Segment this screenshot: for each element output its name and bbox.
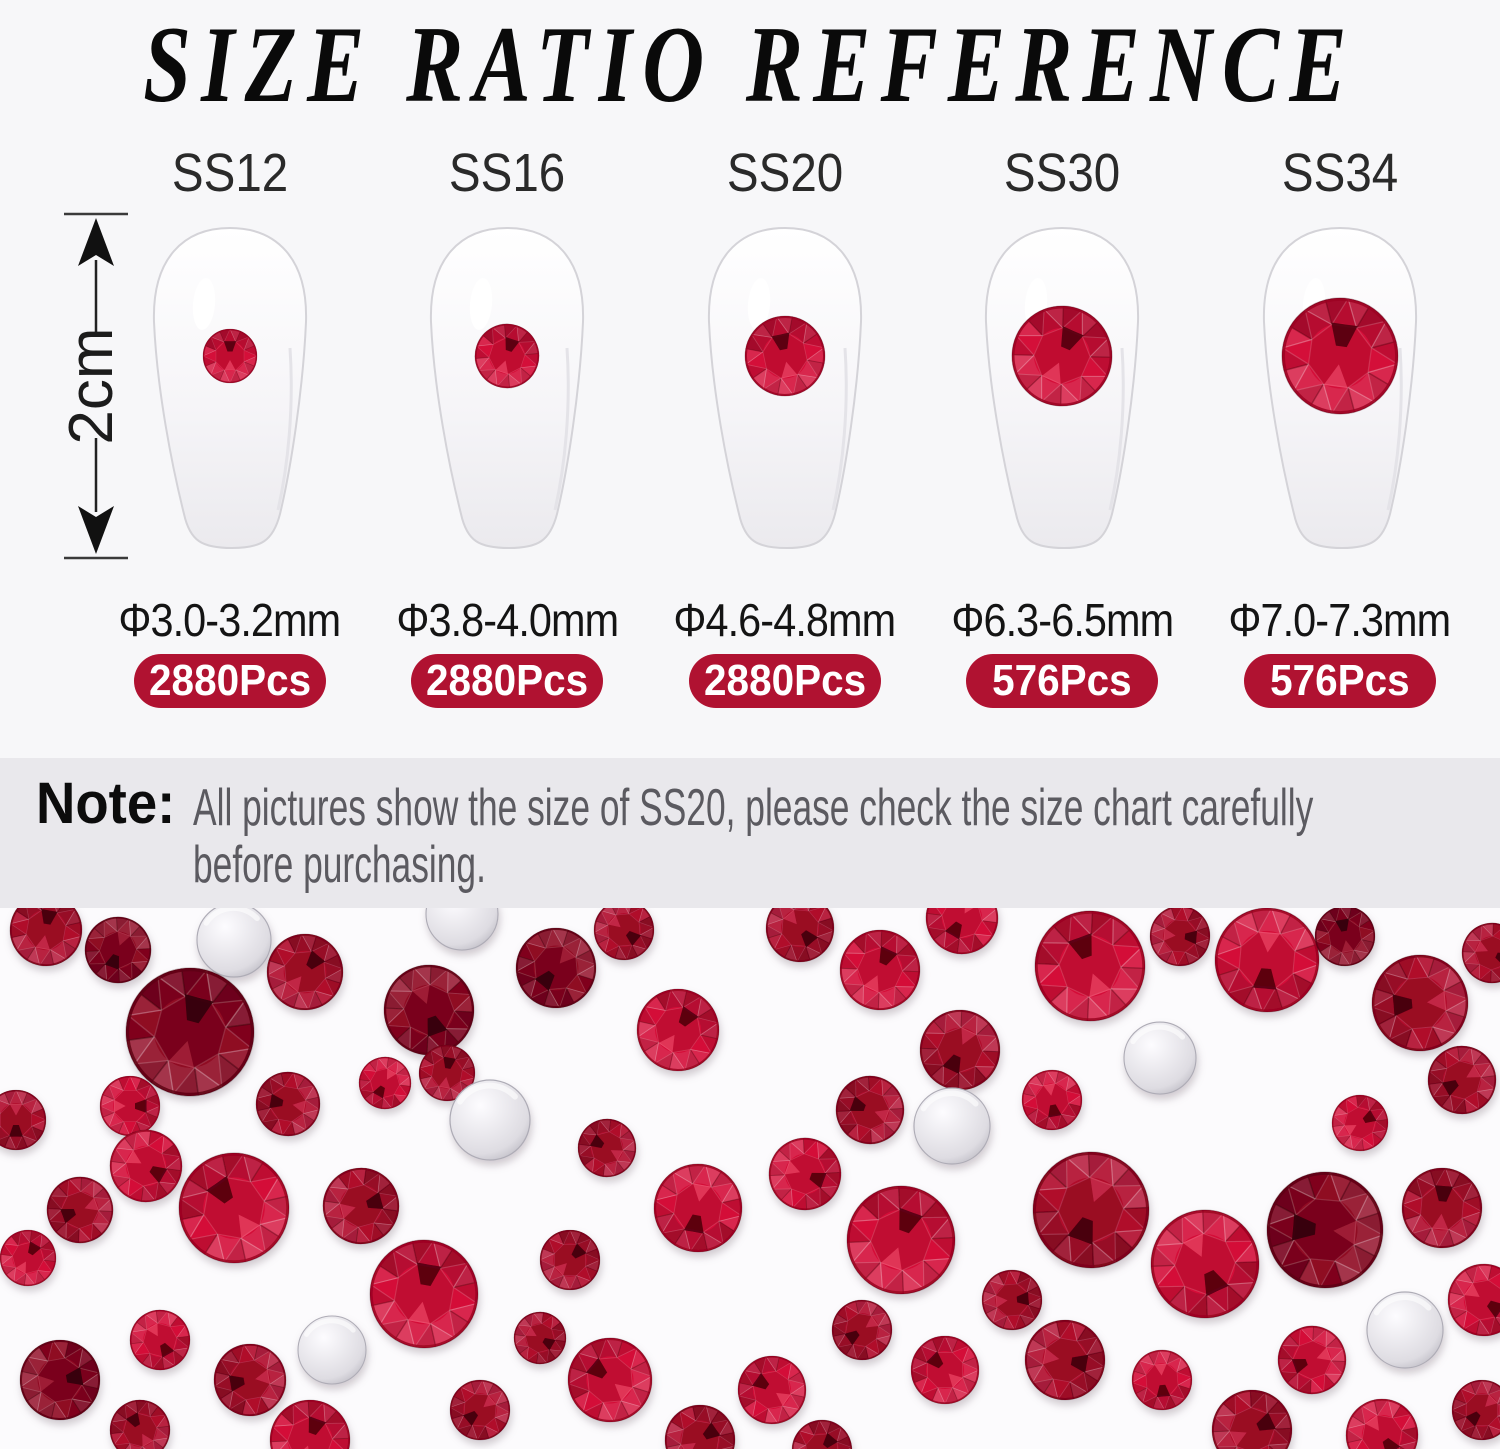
nail-cell-ss30 [924,218,1202,554]
rhinestones-photo [0,908,1500,1449]
diameter-row: Φ3.0-3.2mm Φ3.8-4.0mm Φ4.6-4.8mm Φ6.3-6.… [91,594,1479,646]
nail-shine [747,278,770,330]
count-badge-ss30: 576Pcs [966,654,1159,708]
nail-cell-ss16 [369,218,647,554]
arrowhead-down-icon [78,506,114,554]
rhinestone-back [450,1080,530,1160]
rhinestone-back [197,908,271,977]
nail-tip [985,226,1140,550]
nail-cell-ss20 [646,218,924,554]
nail-shape [152,226,307,550]
size-label-ss34: SS34 [1281,143,1398,203]
size-labels-row: SS12 SS16 SS20 SS30 SS34 [91,143,1479,203]
rhinestone-back [298,1316,366,1384]
nail-cell-ss12 [91,218,369,554]
diameter-ss20: Φ4.6-4.8mm [673,594,897,646]
nail-tip [430,226,585,550]
reference-stone [202,328,258,384]
length-measure-arrow: 2cm [54,210,138,562]
rhinestone-back [1124,1022,1196,1094]
size-label-ss30: SS30 [1004,143,1121,203]
rhinestone-back [914,1088,990,1164]
nail-tip [152,226,307,550]
count-badge-ss34: 576Pcs [1243,654,1436,708]
count-badges-row: 2880Pcs 2880Pcs 2880Pcs 576Pcs 576Pcs [91,654,1479,708]
arrowhead-up-icon [78,218,114,266]
measure-label: 2cm [57,327,126,444]
size-label-ss20: SS20 [726,143,843,203]
nail-cell-ss34 [1201,218,1479,554]
nail-shine [470,278,493,330]
nail-shine [192,278,215,330]
count-badge-ss20: 2880Pcs [688,654,881,708]
diameter-ss16: Φ3.8-4.0mm [396,594,619,646]
size-label-ss12: SS12 [171,143,288,203]
rhinestone [99,1075,161,1137]
diameter-ss30: Φ6.3-6.5mm [951,594,1174,646]
diameter-ss12: Φ3.0-3.2mm [118,594,342,646]
page-title: SIZE RATIO REFERENCE [143,4,1357,126]
rhinestone-back [1367,1292,1443,1368]
note-text: All pictures show the size of SS20, plea… [193,779,1314,894]
nail-tip [707,226,862,550]
nail-tips-row [91,218,1479,554]
size-label-ss16: SS16 [449,143,566,203]
count-badge-ss16: 2880Pcs [411,654,604,708]
note-panel: Note: All pictures show the size of SS20… [0,758,1500,908]
note-label: Note: [36,771,176,836]
count-badge-ss12: 2880Pcs [133,654,326,708]
diameter-ss34: Φ7.0-7.3mm [1228,594,1452,646]
nail-tip [1262,226,1417,550]
